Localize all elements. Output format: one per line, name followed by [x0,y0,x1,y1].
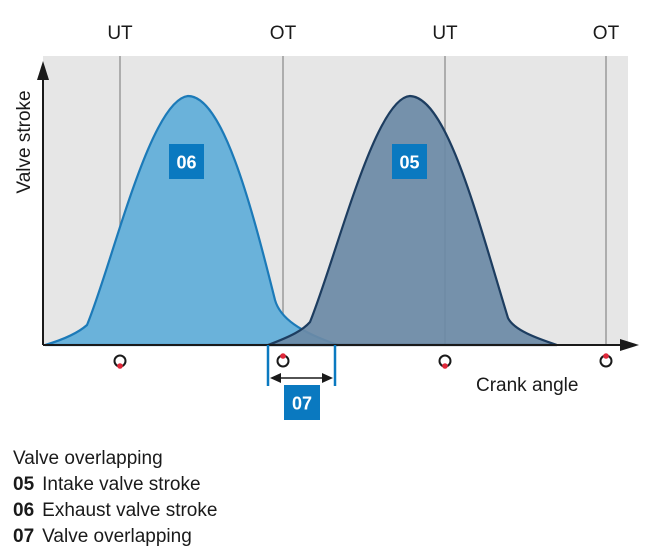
legend-code: 07 [13,526,35,547]
legend-code: 06 [13,500,35,521]
legend-item: 05 Intake valve stroke [13,472,217,498]
legend: Valve overlapping 05 Intake valve stroke … [13,446,217,550]
y-axis-arrow-icon [37,61,49,80]
top-marker-label: UT [107,23,133,44]
dead-center-marker [599,353,613,368]
legend-text: Valve overlapping [42,526,192,547]
legend-text: Exhaust valve stroke [42,500,218,521]
badge-05 [392,144,427,179]
dead-center-marker [276,353,290,368]
valve-timing-diagram: UT OT UT OT Valve stroke Crank angle 06 … [14,23,639,420]
intake-valve-curve [267,94,558,347]
badge-07-label: 07 [292,394,312,414]
badge-07 [284,385,320,420]
overlap-bracket [266,345,337,386]
dead-center-marker [438,354,452,369]
legend-code: 05 [13,474,35,495]
exhaust-valve-curve [44,94,339,347]
top-marker-label: OT [270,23,297,44]
legend-item: 07 Valve overlapping [13,524,217,550]
badge-06-label: 06 [176,153,196,173]
top-marker-label: UT [432,23,458,44]
x-axis-label: Crank angle [476,375,578,396]
legend-title: Valve overlapping [13,448,163,469]
dead-center-marker [113,354,127,369]
y-axis-label: Valve stroke [14,90,35,193]
legend-text: Intake valve stroke [42,474,201,495]
x-axis-arrow-icon [620,339,639,351]
badge-06 [169,144,204,179]
legend-item: 06 Exhaust valve stroke [13,498,217,524]
badge-05-label: 05 [399,153,419,173]
top-marker-label: OT [593,23,620,44]
